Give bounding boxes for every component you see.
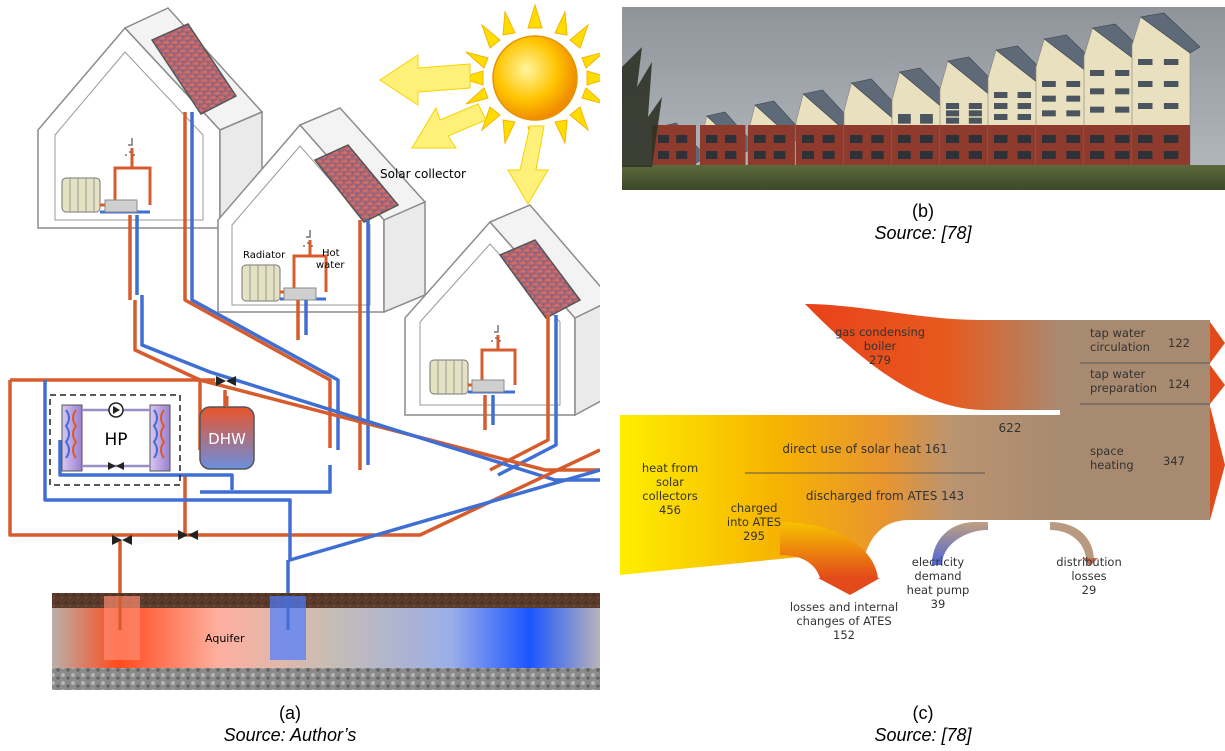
solar-label-3: collectors (642, 489, 697, 503)
radiator-icon (241, 264, 281, 302)
tap-prep-label-2: preparation (1090, 381, 1157, 395)
hp-label: HP (104, 430, 127, 450)
solar-label-2: solar (656, 475, 684, 489)
aquifer-label: Aquifer (205, 632, 245, 645)
caption-c-source: Source: [78] (874, 725, 972, 745)
panel-c-sankey: gas condensing boiler 279 622 tap water … (620, 304, 1225, 642)
discharged-label: discharged from ATES 143 (806, 489, 964, 503)
house-3 (404, 204, 600, 417)
distribution-value: 29 (1082, 583, 1097, 597)
valve-icon (108, 462, 124, 470)
losses-ates-label-2: changes of ATES (796, 614, 891, 628)
aquifer-ground: Aquifer (52, 593, 600, 690)
electricity-label-3: heat pump (907, 583, 970, 597)
flow-gas-boiler (805, 304, 1060, 410)
hot-water-label-2: water (316, 260, 345, 271)
electricity-label-2: demand (914, 569, 961, 583)
losses-ates-label-1: losses and internal (790, 600, 898, 614)
arrow-tap-circ (1210, 322, 1225, 363)
shower-icon (491, 325, 501, 342)
house-1 (37, 7, 264, 230)
arrow-tap-prep (1210, 365, 1225, 404)
solar-collector-label: Solar collector (380, 167, 466, 181)
flow-output-band (1060, 320, 1210, 520)
charged-label-1: charged (731, 501, 778, 515)
solar-label-1: heat from (642, 461, 698, 475)
space-label-2: heating (1090, 458, 1134, 472)
shower-icon (125, 138, 135, 156)
caption-a-letter: (a) (279, 703, 301, 723)
losses-ates-value: 152 (833, 628, 855, 642)
panel-b-photo (622, 7, 1225, 190)
gas-boiler-value: 279 (869, 353, 891, 367)
arrow-space (1210, 406, 1225, 520)
radiator-icon (429, 359, 469, 395)
dhw-label: DHW (208, 430, 246, 448)
space-value: 347 (1163, 454, 1185, 468)
flow-losses-ates (780, 522, 878, 578)
total-value: 622 (999, 421, 1022, 435)
direct-use-label: direct use of solar heat 161 (782, 442, 947, 456)
hot-water-label-1: Hot (322, 248, 340, 259)
gas-boiler-label-2: boiler (864, 339, 897, 353)
arrow-distribution (1082, 558, 1098, 566)
panel-a-diagram: HP DHW Aquifer Solar collector Radiator … (8, 3, 600, 690)
caption-b-source: Source: [78] (874, 223, 972, 243)
tap-circ-label-1: tap water (1090, 326, 1146, 340)
tap-circ-value: 122 (1168, 336, 1190, 350)
tap-prep-value: 124 (1168, 377, 1190, 391)
flow-main (620, 415, 1060, 575)
radiator-label: Radiator (243, 250, 286, 261)
heat-pump-unit: HP (49, 394, 181, 486)
tap-circ-label-2: circulation (1090, 340, 1150, 354)
caption-c: (c) Source: [78] (823, 702, 1023, 746)
caption-c-letter: (c) (912, 703, 934, 723)
caption-a: (a) Source: Author’s (190, 702, 390, 746)
caption-b-letter: (b) (912, 201, 934, 221)
dhw-tank: DHW (199, 396, 255, 470)
shower-icon (303, 230, 313, 247)
radiator-icon (61, 177, 101, 213)
house-2 (217, 107, 427, 314)
flow-distribution (1050, 522, 1094, 558)
valve-icon (112, 376, 236, 545)
distribution-label-2: losses (1071, 569, 1106, 583)
sun-icon (458, 3, 600, 152)
arrow-losses-ates (818, 578, 880, 595)
caption-a-source: Source: Author’s (223, 725, 357, 745)
electricity-label-1: elecricity (912, 555, 965, 569)
charged-value: 295 (743, 529, 765, 543)
solar-value: 456 (659, 503, 681, 517)
charged-label-2: into ATES (727, 515, 781, 529)
distribution-label-1: distribution (1056, 555, 1122, 569)
tap-prep-label-1: tap water (1090, 367, 1146, 381)
caption-b: (b) Source: [78] (823, 200, 1023, 244)
electricity-value: 39 (931, 597, 946, 611)
sunlight-arrows (379, 54, 549, 205)
space-label-1: space (1090, 444, 1124, 458)
gas-boiler-label-1: gas condensing (835, 325, 925, 339)
flow-electricity (932, 522, 988, 565)
